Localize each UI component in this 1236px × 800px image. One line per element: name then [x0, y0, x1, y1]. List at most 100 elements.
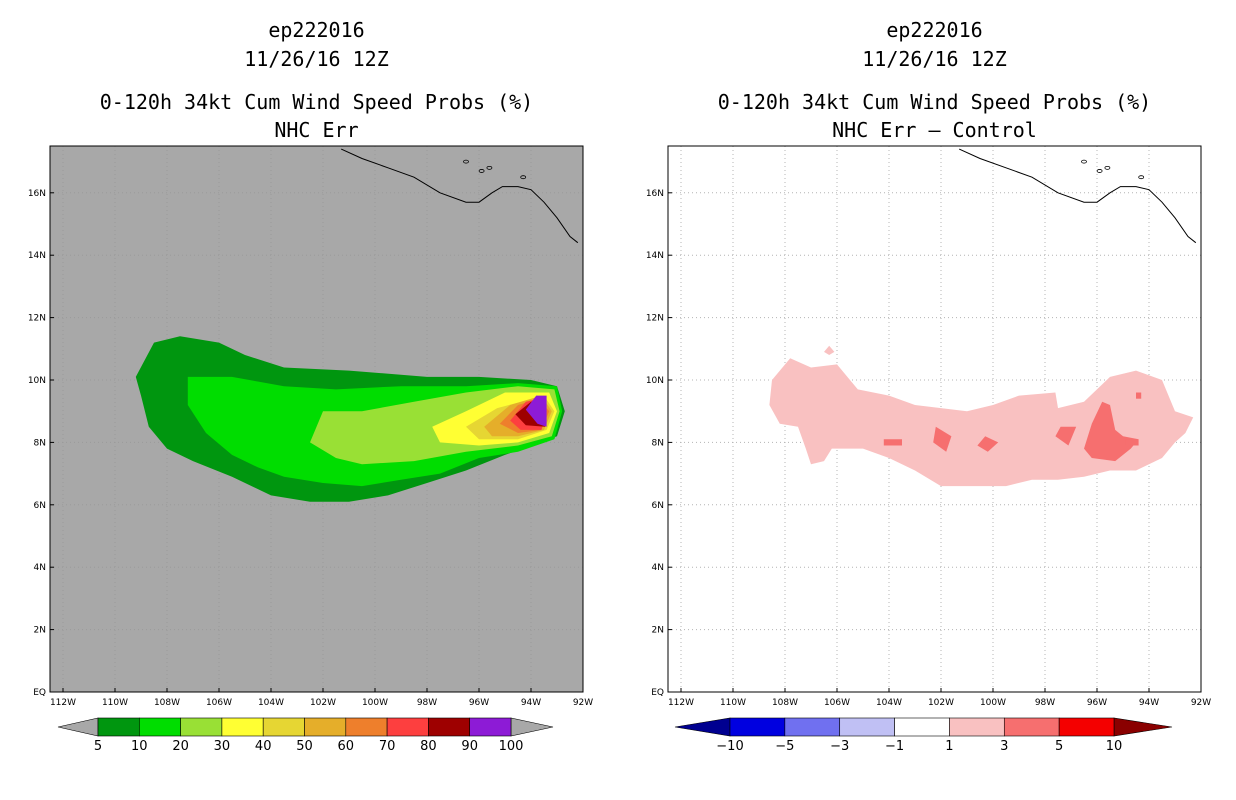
x-tick-label: 106W [824, 698, 850, 708]
colorbar-swatch [1003, 717, 1060, 737]
y-tick-label: 8N [34, 438, 46, 448]
colorbar-label: 5 [1055, 739, 1063, 754]
x-tick-label: 102W [928, 698, 954, 708]
lake-outline [1104, 165, 1111, 170]
left-storm-id: ep222016 [268, 18, 365, 42]
left-panel-title: ep222016 11/26/16 12Z 0-120h 34kt Cum Wi… [50, 16, 583, 145]
contour-level-3 [1125, 439, 1139, 446]
y-tick-label: 8N [652, 438, 664, 448]
contour-level-1 [769, 358, 1194, 487]
lake-outline [1096, 169, 1103, 173]
contour-level-3 [1084, 401, 1139, 462]
left-map-panel: 112W 110W 108W 106W 104W 102W 100W 98W 96W 94W 92W… [28, 145, 593, 708]
x-tick-label: 112W [50, 698, 76, 708]
y-tick-label: 4N [652, 563, 664, 573]
colorbar-swatch [428, 717, 470, 737]
coastline [340, 148, 579, 244]
colorbar-swatch [839, 717, 895, 737]
colorbar-swatch [784, 717, 841, 737]
colorbar-label: 30 [214, 739, 231, 754]
left-colorbar: 5 10 20 30 40 50 60 70 80 90 100 [57, 717, 554, 754]
map-frame [667, 145, 1202, 693]
colorbar-label: −10 [716, 739, 743, 754]
x-tick-label: 108W [154, 698, 180, 708]
x-tick-label: 108W [772, 698, 798, 708]
x-tick-label: 94W [521, 698, 541, 708]
colorbar-swatch [894, 717, 950, 737]
colorbar-label: 70 [379, 739, 396, 754]
colorbar-extend-low [674, 717, 731, 737]
colorbar-swatch [221, 717, 264, 737]
y-tick-label: 4N [34, 563, 46, 573]
y-tick-label: 10N [646, 376, 664, 386]
x-tick-label: 96W [469, 698, 489, 708]
x-tick-label: 112W [668, 698, 694, 708]
contour-level-3 [977, 436, 999, 452]
colorbar-label: 50 [296, 739, 313, 754]
contour-level-90 [525, 395, 547, 427]
contour-level-3 [1055, 426, 1077, 446]
y-tick-label: 10N [28, 376, 46, 386]
lake-outline [520, 175, 527, 180]
left-chart-title: 0-120h 34kt Cum Wind Speed Probs (%) [99, 90, 534, 114]
right-storm-id: ep222016 [886, 18, 983, 42]
colorbar-swatch [949, 717, 1005, 737]
colorbar-label: −5 [775, 739, 794, 754]
x-tick-label: 92W [573, 698, 593, 708]
colorbar-extend-low [57, 717, 99, 737]
contour-level-3 [933, 426, 952, 452]
lake-outline [1081, 159, 1087, 164]
colorbar-label: 10 [1106, 739, 1123, 754]
colorbar-swatch [304, 717, 347, 737]
colorbar-label: −3 [830, 739, 849, 754]
y-tick-label: 16N [28, 189, 46, 199]
colorbar-extend-high [510, 717, 554, 737]
colorbar-swatch [345, 717, 388, 737]
colorbar-label: 20 [172, 739, 189, 754]
x-tick-label: 104W [258, 698, 284, 708]
colorbar-label: 3 [1000, 739, 1008, 754]
lake-outline [1138, 175, 1145, 180]
map-frame [49, 145, 584, 693]
left-chart-subtitle: NHC Err [274, 118, 359, 142]
right-map-panel: 112W 110W 108W 106W 104W 102W 100W 98W 96W 94W 92W… [646, 145, 1211, 708]
y-tick-label: 6N [652, 501, 664, 511]
x-tick-label: 100W [362, 698, 388, 708]
colorbar-swatch [97, 717, 140, 737]
x-tick-label: 106W [206, 698, 232, 708]
x-tick-label: 102W [310, 698, 336, 708]
x-tick-label: 110W [102, 698, 128, 708]
lake-outline [478, 169, 485, 173]
x-tick-label: 104W [876, 698, 902, 708]
y-tick-label: EQ [33, 688, 46, 698]
x-tick-label: 100W [980, 698, 1006, 708]
left-date: 11/26/16 12Z [244, 47, 389, 71]
lake-outline [486, 165, 493, 170]
colorbar-label: 10 [131, 739, 148, 754]
colorbar-swatch [139, 717, 181, 737]
colorbar-swatch [262, 717, 305, 737]
contour-level-1 [824, 345, 835, 355]
colorbar-swatch [386, 717, 429, 737]
colorbar-label: 100 [499, 739, 524, 754]
y-tick-label: 14N [28, 251, 46, 261]
right-date: 11/26/16 12Z [862, 47, 1007, 71]
colorbar-swatch [469, 717, 512, 737]
y-tick-label: 12N [28, 314, 46, 324]
colorbar-extend-high [1113, 717, 1173, 737]
colorbar-label: 60 [338, 739, 355, 754]
x-tick-label: 92W [1191, 698, 1211, 708]
colorbar-swatch [180, 717, 223, 737]
contour-level-3 [883, 439, 902, 446]
y-tick-label: 2N [34, 626, 46, 636]
y-tick-label: EQ [651, 688, 664, 698]
lake-outline [463, 159, 469, 164]
colorbar-label: 1 [945, 739, 953, 754]
colorbar-label: 5 [94, 739, 102, 754]
colorbar-swatch [1058, 717, 1115, 737]
x-tick-label: 94W [1139, 698, 1159, 708]
x-tick-label: 98W [417, 698, 437, 708]
right-chart-title: 0-120h 34kt Cum Wind Speed Probs (%) [717, 90, 1152, 114]
colorbar-swatch [729, 717, 786, 737]
